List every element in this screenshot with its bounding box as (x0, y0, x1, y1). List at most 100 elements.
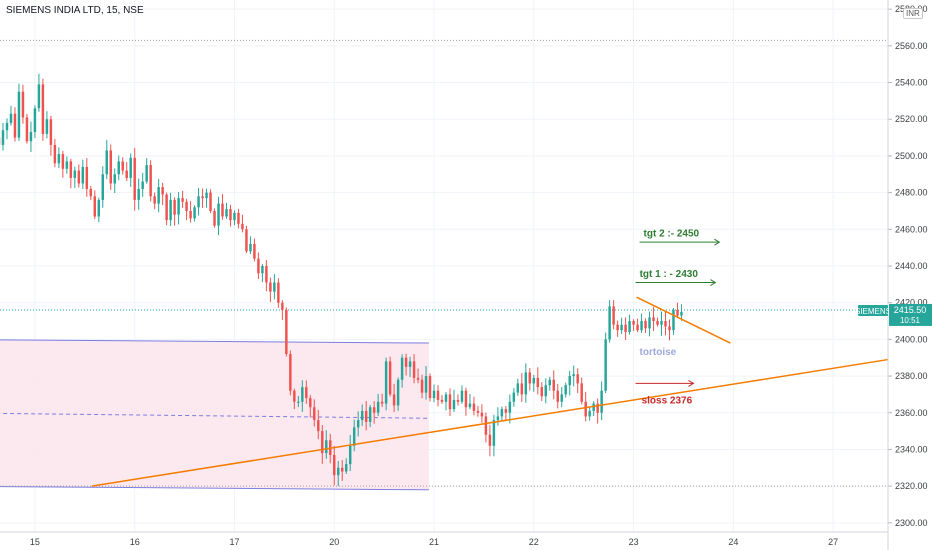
candle-body (245, 229, 248, 252)
candle (273, 274, 276, 300)
candle (97, 197, 101, 223)
candle-body (668, 326, 671, 331)
candle (568, 370, 571, 396)
candle-body (508, 401, 512, 413)
candle-body (265, 266, 268, 283)
candle-body (333, 454, 336, 476)
y-tick-label: 2400.00 (895, 334, 928, 344)
candle (500, 406, 504, 421)
candle (101, 166, 105, 208)
candle (356, 411, 360, 437)
y-tick-label: 2420.00 (895, 298, 928, 308)
candle (388, 356, 392, 397)
candle (512, 388, 516, 407)
x-tick-label: 21 (429, 537, 439, 547)
candle-body (125, 170, 128, 178)
candle-body (496, 416, 500, 421)
chart-title: SIEMENS INDIA LTD, 15, NSE (6, 5, 144, 16)
candle-body (472, 403, 476, 411)
candle (456, 394, 460, 406)
symbol-tag (858, 304, 888, 316)
candle-body (592, 403, 595, 411)
candle-body (29, 132, 33, 142)
candle (109, 144, 112, 190)
candle-body (480, 412, 484, 417)
candle-body (524, 372, 528, 395)
candle (105, 139, 108, 180)
candle-body (117, 161, 120, 175)
candle-body (85, 166, 89, 189)
candle-body (460, 390, 464, 402)
candle-body (600, 390, 603, 413)
y-tick-label: 2480.00 (895, 188, 928, 198)
reference-lines (0, 39, 888, 487)
candle-body (325, 440, 328, 454)
candle-body (552, 379, 555, 391)
candle-body (133, 157, 136, 200)
candle-body (400, 357, 404, 380)
candle-body (616, 324, 619, 331)
candle (508, 394, 512, 424)
candle-body (644, 321, 647, 329)
candle-body (149, 165, 152, 197)
time-axis[interactable]: 15 16 17 20 21 22 23 24 27 (0, 531, 888, 547)
candle (229, 204, 232, 227)
candle-body (492, 420, 496, 446)
candle-body (9, 113, 13, 123)
candle (145, 158, 148, 184)
candle (556, 384, 559, 409)
candle (620, 317, 623, 335)
candle-body (129, 157, 132, 178)
candle-body (161, 187, 164, 195)
candle-body (548, 379, 551, 386)
candle-body (153, 196, 156, 204)
candle-body (17, 91, 21, 138)
x-tick-label: 23 (629, 537, 639, 547)
candle-body (177, 198, 180, 215)
candle (408, 356, 412, 378)
candle (85, 158, 89, 197)
x-tick-label: 17 (229, 537, 239, 547)
candle-body (656, 321, 659, 325)
candle (488, 424, 492, 457)
candle (269, 277, 272, 303)
candle-body (305, 387, 308, 399)
candle (337, 460, 340, 487)
target-arrow (635, 279, 717, 286)
candle (604, 332, 607, 394)
candle-body (57, 154, 61, 164)
candle (536, 367, 540, 395)
candle (668, 319, 671, 341)
candle (400, 354, 404, 388)
candle-body (273, 282, 276, 292)
zone-midline (0, 412, 430, 419)
candle-body (229, 209, 232, 221)
candle (416, 368, 420, 384)
candle-body (101, 174, 105, 200)
candle-body (416, 377, 420, 380)
candle (596, 398, 599, 424)
currency-label[interactable]: INR (903, 8, 923, 19)
candle (492, 414, 496, 457)
candle-body (221, 203, 224, 217)
candle-body (556, 390, 559, 402)
candle-body (568, 376, 571, 386)
candle-body (652, 317, 655, 322)
price-axis[interactable]: 2300.00 2320.00 2340.00 2360.00 2380.00 2400.… (887, 0, 928, 550)
candle (129, 153, 132, 187)
candle (552, 370, 555, 400)
chart-drawings[interactable]: tgt 2 :- 2450 tgt 1 : - 2430 sloss 2376 tor… (91, 229, 889, 487)
candle (69, 158, 73, 189)
candle-body (277, 282, 280, 303)
candle-body (93, 196, 97, 217)
candle (404, 353, 408, 376)
candle (344, 458, 348, 474)
candle-body (504, 409, 508, 413)
candle (448, 388, 452, 416)
candle-body (572, 374, 575, 377)
x-tick-label: 24 (728, 537, 738, 547)
candle-body (21, 91, 25, 118)
candle (309, 395, 312, 418)
price-badge-value: 2415.50 (894, 305, 927, 315)
